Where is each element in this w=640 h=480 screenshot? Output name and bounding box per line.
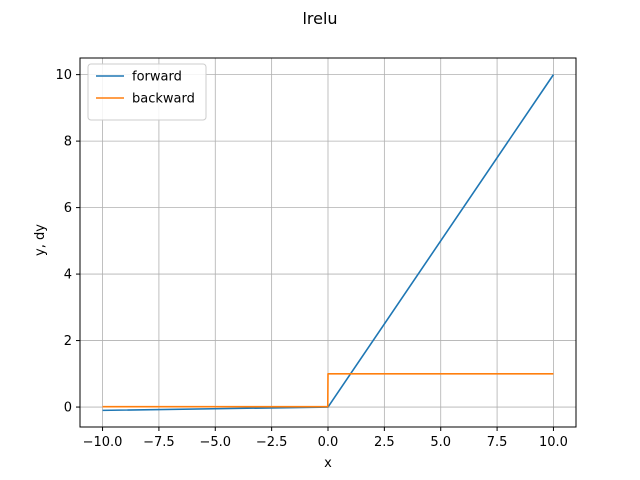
x-tick-label: 7.5 — [487, 435, 508, 450]
y-tick-label: 4 — [64, 268, 72, 283]
y-tick-label: 6 — [64, 201, 72, 216]
x-tick-label: −7.5 — [143, 435, 175, 450]
x-tick-label: −5.0 — [199, 435, 231, 450]
x-tick-label: 2.5 — [374, 435, 395, 450]
x-tick-label: 10.0 — [539, 435, 568, 450]
x-tick-label: 5.0 — [430, 435, 451, 450]
x-tick-label: −2.5 — [256, 435, 288, 450]
y-axis-label: y, dy — [33, 224, 48, 256]
series-line-backward — [102, 373, 554, 408]
tick-layer: −10.0 −7.5 −5.0 −2.5 0.0 2.5 5.0 7.5 10.0 0 2 4 6 8 10 — [55, 68, 567, 450]
y-tick-label: 10 — [55, 68, 72, 83]
chart-title: lrelu — [302, 9, 337, 28]
x-tick-label: 0.0 — [318, 435, 339, 450]
legend-label-forward: forward — [132, 70, 182, 85]
x-axis-label: x — [324, 456, 332, 471]
y-tick-label: 0 — [64, 401, 72, 416]
x-tick-label: −10.0 — [83, 435, 123, 450]
series-layer — [102, 74, 555, 412]
legend: forward backward — [87, 63, 207, 121]
y-tick-label: 8 — [64, 135, 72, 150]
legend-label-backward: backward — [132, 92, 195, 107]
legend-box — [87, 63, 207, 121]
y-tick-label: 2 — [64, 334, 72, 349]
